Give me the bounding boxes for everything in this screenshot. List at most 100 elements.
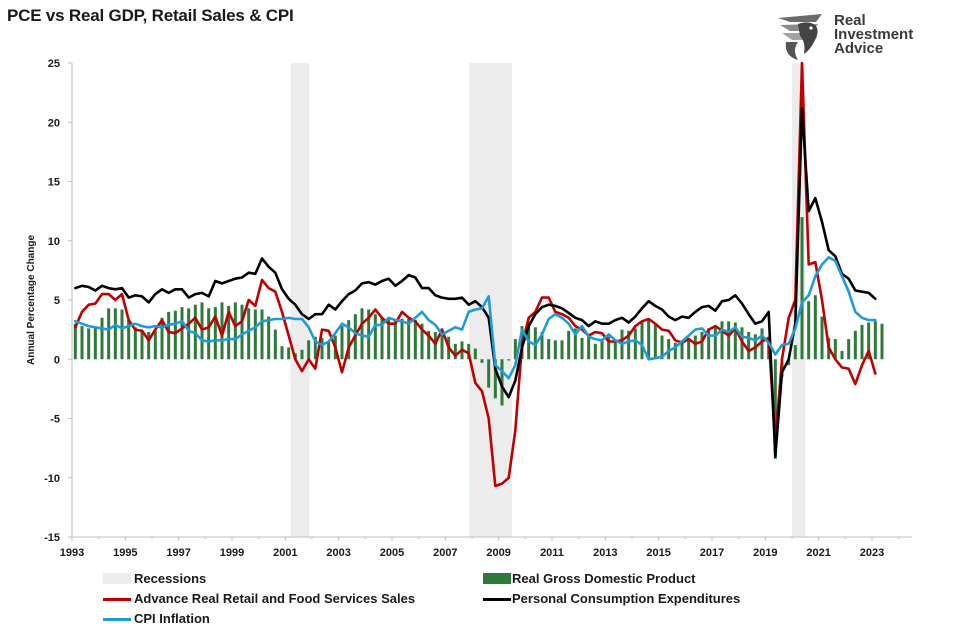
gdp-bar [320, 337, 324, 360]
gdp-bar [467, 343, 471, 360]
gdp-bar [653, 323, 657, 360]
x-tick-label: 1997 [166, 547, 190, 559]
gdp-bar [793, 345, 797, 360]
x-tick-label: 2005 [380, 547, 404, 559]
gdp-bar [567, 330, 571, 360]
gdp-bar [300, 349, 304, 360]
gdp-bar [233, 302, 237, 360]
gdp-bar [187, 308, 191, 360]
gdp-bar [593, 343, 597, 360]
y-tick-label: 5 [54, 295, 60, 307]
gdp-bar [407, 318, 411, 360]
gdp-bar [840, 350, 844, 360]
x-tick-label: 2015 [646, 547, 670, 559]
y-tick-label: 15 [48, 177, 60, 189]
gdp-bar [860, 324, 864, 360]
gdp-bar [493, 359, 497, 399]
chart-area: -15 -10 -5 0 5 10 15 20 25 1993 1995 1997 1999 2001 20… [26, 58, 912, 559]
gdp-bar [733, 322, 737, 360]
axes: -15 -10 -5 0 5 10 15 20 25 1993 1995 1997 1999 2001 20… [44, 58, 912, 559]
gdp-bar [600, 340, 604, 360]
gdp-bar [667, 339, 671, 360]
y-tick-label: 25 [48, 58, 60, 70]
gdp-bar [820, 316, 824, 360]
gdp-bar [540, 331, 544, 360]
gdp-bar [93, 327, 97, 360]
gdp-bar [267, 316, 271, 360]
gdp-bar [273, 329, 277, 360]
gdp-bar [153, 330, 157, 360]
gdp-bar [213, 307, 217, 360]
recession-band-0 [290, 63, 310, 537]
gdp-bar [207, 308, 211, 360]
gdp-bar [633, 328, 637, 360]
gdp-bar [873, 321, 877, 360]
gdp-bar [393, 320, 397, 360]
gdp-bar [607, 336, 611, 360]
y-tick-label: 10 [48, 236, 60, 248]
x-tick-label: 2001 [273, 547, 297, 559]
x-tick-label: 2003 [326, 547, 350, 559]
gdp-bar [440, 328, 444, 360]
gdp-bar [347, 320, 351, 360]
gdp-bar [73, 323, 77, 360]
gdp-bar [427, 330, 431, 360]
gdp-bar [787, 359, 791, 366]
x-tick-label: 1995 [113, 547, 137, 559]
gdp-bar [313, 336, 317, 360]
gdp-bar [847, 339, 851, 360]
gdp-bar [513, 339, 517, 360]
gdp-bar [253, 309, 257, 360]
y-tick-label: 0 [54, 354, 60, 366]
legend-label-cpi: CPI Inflation [134, 611, 210, 626]
gdp-bar [167, 311, 171, 360]
x-tick-label: 2007 [433, 547, 457, 559]
gdp-bar [627, 330, 631, 360]
gdp-bar [127, 320, 131, 360]
x-tick-label: 2011 [540, 547, 564, 559]
legend-label-recessions: Recessions [134, 571, 207, 586]
recession-bands [290, 63, 806, 537]
x-tick-label: 2013 [593, 547, 617, 559]
gdp-bar [80, 326, 84, 360]
y-tick-label: -10 [44, 473, 60, 485]
gdp-bar [720, 321, 724, 360]
gdp-bar [727, 321, 731, 360]
gdp-bar [487, 359, 491, 388]
legend-swatch-retail [103, 598, 131, 601]
gdp-bar [147, 331, 151, 360]
gdp-bar [760, 328, 764, 360]
series-line-cpi [74, 256, 877, 380]
gdp-bar [400, 318, 404, 360]
gdp-bar [247, 308, 251, 360]
gdp-bar [240, 304, 244, 360]
gdp-bar [880, 323, 884, 360]
gdp-bar [680, 340, 684, 360]
gdp-bar [287, 347, 291, 360]
gdp-bar [473, 348, 477, 360]
legend-label-gdp: Real Gross Domestic Product [512, 571, 696, 586]
legend-swatch-gdp [483, 573, 511, 584]
gdp-bar [413, 320, 417, 360]
logo-line-2: Investment [834, 26, 914, 43]
gdp-bar [547, 339, 551, 360]
x-tick-label: 1999 [220, 547, 244, 559]
y-axis-label: Annual Percentage Change [26, 235, 37, 365]
gdp-bar [220, 302, 224, 360]
logo-text: Real Investment Advice [834, 13, 914, 56]
legend-swatch-pce [483, 598, 511, 601]
gdp-bar [173, 310, 177, 360]
gdp-bar [500, 359, 504, 406]
gdp-bar [113, 308, 117, 360]
x-tick-label: 2019 [753, 547, 777, 559]
legend-swatch-recessions [103, 573, 131, 584]
gdp-bar [373, 314, 377, 360]
gdp-bar [807, 301, 811, 360]
gdp-bar [573, 328, 577, 360]
gdp-bar [700, 331, 704, 360]
gdp-bar [613, 340, 617, 360]
gdp-bar [327, 341, 331, 360]
gdp-bar [133, 327, 137, 360]
y-tick-label: -15 [44, 532, 60, 544]
gdp-bar [713, 326, 717, 360]
